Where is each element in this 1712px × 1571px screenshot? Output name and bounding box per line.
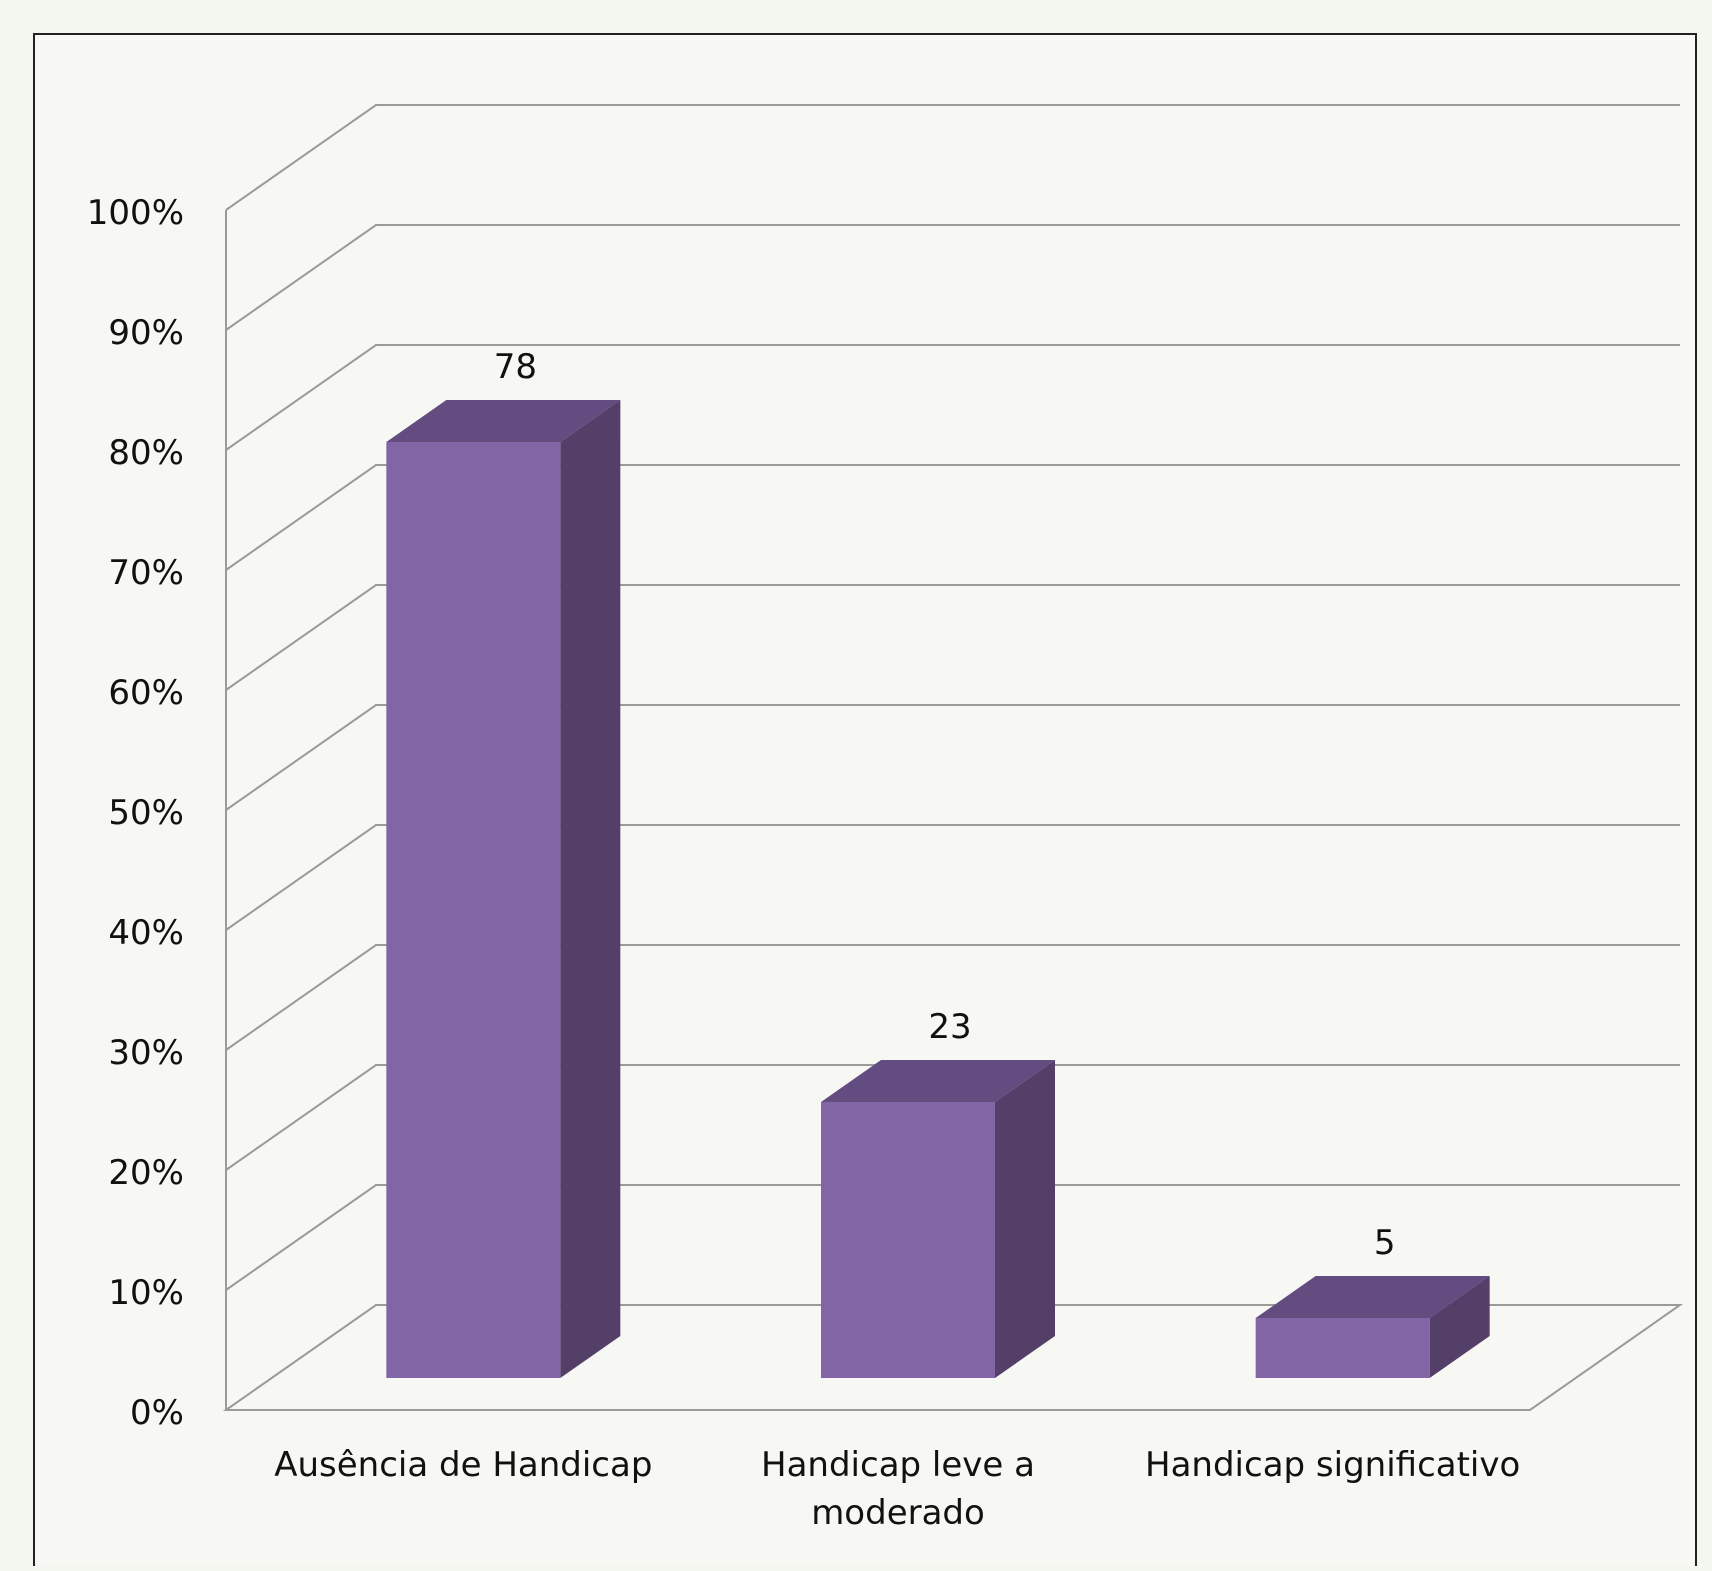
gridline: [225, 224, 1680, 331]
bar-top: [1255, 1276, 1490, 1318]
x-tick-label: moderado: [811, 1493, 985, 1533]
gridlines: [222, 104, 1684, 1411]
y-tick-label: 70%: [108, 553, 184, 593]
y-tick-label: 90%: [108, 313, 184, 353]
bar-top: [386, 400, 621, 442]
data-label: 5: [1374, 1223, 1396, 1263]
x-tick-label: Ausência de Handicap: [274, 1445, 652, 1485]
y-tick-label: 30%: [108, 1033, 184, 1073]
gridline: [225, 1064, 1680, 1171]
bar-front: [1255, 1318, 1430, 1378]
chart-floor: [222, 1304, 1684, 1411]
gridline: [225, 944, 1680, 1051]
gridline: [225, 104, 1680, 211]
y-tick-label: 10%: [108, 1273, 184, 1313]
y-tick-label: 50%: [108, 793, 184, 833]
x-axis-ticks: Ausência de Handicap Handicap leve a moder…: [274, 1445, 1520, 1533]
bar: [821, 1060, 1055, 1378]
bar-side: [560, 400, 621, 1378]
gridline: [225, 584, 1680, 691]
bar: [386, 400, 621, 1378]
x-tick-label: Handicap significativo: [1145, 1445, 1520, 1485]
data-label: 23: [928, 1007, 971, 1047]
bar: [1255, 1276, 1490, 1378]
bar-side: [995, 1060, 1055, 1378]
gridline: [225, 824, 1680, 931]
gridline: [225, 1184, 1680, 1291]
bars: [386, 400, 1490, 1378]
y-tick-label: 100%: [87, 193, 184, 233]
y-tick-label: 80%: [108, 433, 184, 473]
y-tick-label: 0%: [130, 1393, 184, 1433]
y-axis-ticks: 0% 10% 20% 30% 40% 50% 60% 70% 80% 90% 100%: [87, 193, 184, 1433]
bar-side: [1429, 1276, 1490, 1378]
gridline: [225, 704, 1680, 811]
bar-front: [386, 442, 561, 1378]
x-tick-label: Handicap leve a: [761, 1445, 1035, 1485]
y-tick-label: 40%: [108, 913, 184, 953]
data-labels: 78 23 5: [494, 347, 1396, 1263]
y-tick-label: 20%: [108, 1153, 184, 1193]
y-tick-label: 60%: [108, 673, 184, 713]
bar-top: [821, 1060, 1055, 1102]
bar-front: [821, 1102, 995, 1378]
data-label: 78: [494, 347, 537, 387]
gridline: [225, 344, 1680, 451]
gridline: [225, 464, 1680, 571]
